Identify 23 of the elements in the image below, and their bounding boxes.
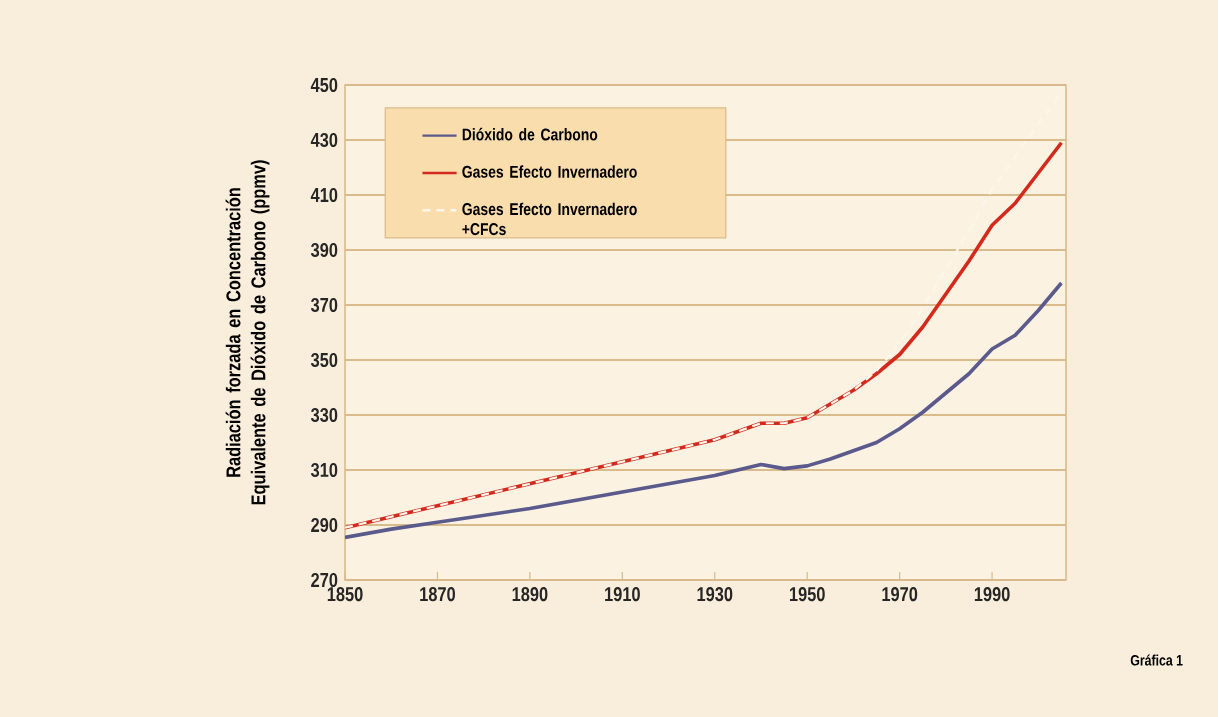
x-tick-label: 1950 — [789, 587, 825, 602]
y-tick-label: 390 — [310, 242, 338, 258]
x-tick-label: 1870 — [420, 587, 455, 602]
y-tick-label: 330 — [310, 407, 338, 423]
x-tick-label: 1890 — [512, 587, 548, 602]
x-tick-label: 1910 — [605, 587, 640, 602]
x-tick-label: 1930 — [697, 587, 733, 602]
text: Gráfica 1 — [1130, 654, 1183, 666]
y-tick-label: 430 — [310, 132, 338, 148]
y-axis-title: Radiación forzada en Concentración Equivalente de Dióxido de Carbono (ppmv) — [225, 160, 270, 505]
x-tick-label: 1990 — [974, 587, 1010, 602]
legend-label: Gases Efecto Invernadero +CFCs — [462, 202, 637, 236]
y-tick-label: 270 — [311, 572, 338, 588]
x-tick-label: 1850 — [327, 587, 363, 602]
y-tick-label: 350 — [310, 352, 338, 368]
y-tick-label: 310 — [310, 462, 338, 478]
legend-label: Gases Efecto Invernadero — [462, 165, 637, 178]
legend-label: Dióxido de Carbono — [462, 127, 598, 141]
y-tick-label: 410 — [310, 187, 338, 203]
x-tick-label: 1970 — [882, 587, 918, 602]
y-tick-label: 450 — [310, 77, 338, 93]
y-tick-label: 370 — [310, 297, 338, 313]
y-tick-label: 290 — [311, 517, 338, 533]
